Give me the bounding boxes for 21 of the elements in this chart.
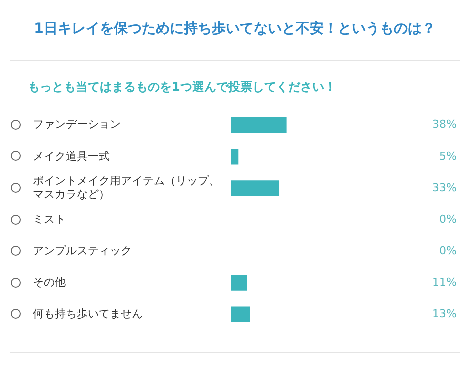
bar <box>231 118 287 134</box>
y-tick-label: ミスト <box>33 212 66 226</box>
data-label: 0% <box>440 244 457 258</box>
y-tick-label: アンプルスティック <box>33 244 132 258</box>
data-label: 11% <box>432 276 457 289</box>
data-label: 33% <box>432 181 457 194</box>
bar <box>231 149 239 165</box>
bar <box>231 306 250 322</box>
y-tick-label: ファンデーション <box>33 118 121 132</box>
data-label: 13% <box>432 307 457 320</box>
bar <box>231 180 280 196</box>
bar <box>231 275 248 291</box>
data-label: 38% <box>432 118 457 132</box>
data-label: 0% <box>440 212 457 226</box>
y-tick-label: ポイントメイク用アイテム（リップ、マスカラなど） <box>33 174 220 201</box>
y-tick-label: その他 <box>33 276 66 289</box>
chart-subtitle: もっとも当てはまるものを1つ選んで投票してください！ <box>28 79 336 96</box>
y-tick-label: メイク道具一式 <box>33 150 110 163</box>
data-label: 5% <box>440 150 457 163</box>
y-tick-label: 何も持ち歩いてません <box>33 307 143 320</box>
chart-title: 1日キレイを保つために持ち歩いてないと不安！というものは？ <box>33 20 437 38</box>
